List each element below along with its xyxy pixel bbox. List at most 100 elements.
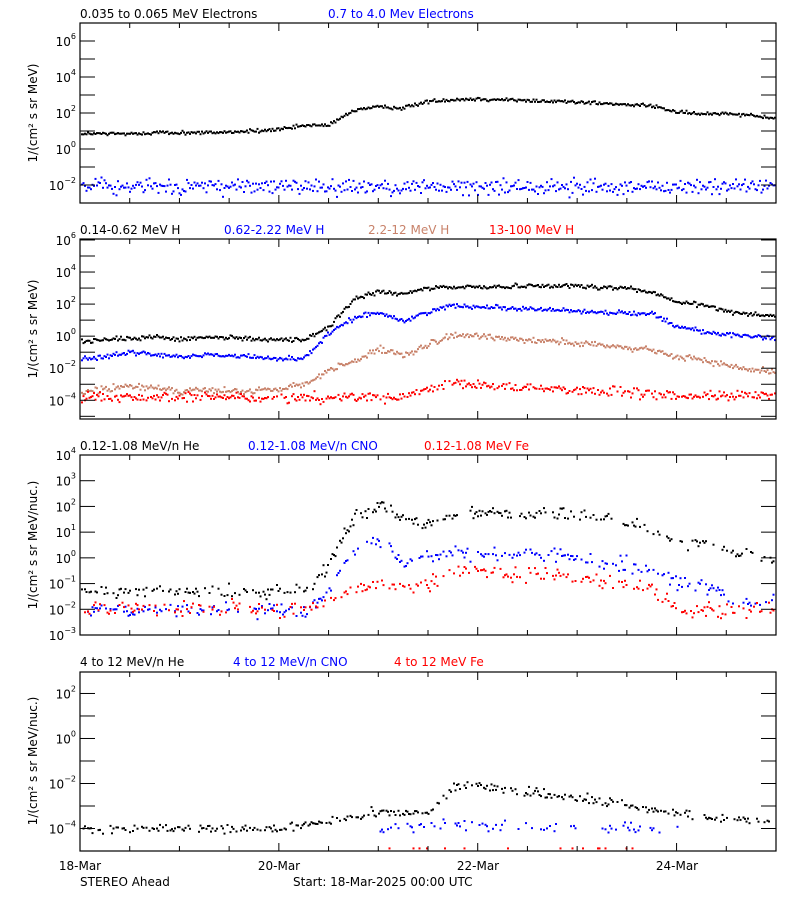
data-point [273,338,275,341]
data-point [387,315,389,318]
data-point [570,510,572,513]
data-point [720,307,722,310]
data-point [604,802,607,805]
data-point [448,380,451,383]
data-point [591,189,593,192]
data-point [166,130,169,133]
data-point [178,394,181,397]
data-point [153,182,155,185]
data-point [486,385,488,388]
data-point [606,190,608,193]
data-point [99,354,101,357]
data-point [469,306,472,309]
data-point [648,583,650,586]
data-point [723,593,725,596]
data-point [361,108,364,111]
data-point [471,335,473,338]
data-point [655,352,658,355]
data-point [135,385,137,388]
data-point [708,398,710,401]
data-point [144,189,146,192]
data-point [493,512,496,515]
data-point [537,101,539,103]
data-point [666,181,668,184]
data-point [316,606,319,609]
data-point [171,387,173,390]
data-point [168,609,170,612]
data-point [399,393,401,396]
data-point [562,185,565,188]
data-point [678,111,680,114]
data-point [163,131,166,134]
data-point [741,552,743,555]
data-point [172,190,175,193]
data-point [433,98,436,101]
data-point [553,793,556,796]
data-point [754,368,757,371]
data-point [312,397,314,400]
data-point [558,513,560,516]
data-point [127,614,130,617]
data-point [259,388,262,391]
data-point [108,357,110,360]
data-point [408,186,410,189]
data-point [309,399,311,402]
data-point [130,131,133,134]
data-point [130,338,133,341]
data-point [606,102,608,105]
data-point [192,591,194,593]
data-point [412,317,415,320]
data-point [519,515,521,518]
data-point [607,831,610,834]
data-point [534,190,536,193]
y-tick-label: 106 [56,231,76,248]
data-point [531,284,533,287]
data-point [603,285,605,288]
data-point [354,110,356,113]
data-point [496,387,499,390]
data-point [168,178,170,181]
data-point [486,184,488,187]
data-point [643,104,646,107]
data-point [171,192,173,195]
data-point [463,303,466,306]
data-point [178,354,181,357]
data-point [709,362,712,365]
data-point [376,347,379,350]
y-axis-label-panel-3: 1/(cm² s sr MeV/nuc.) [26,481,40,610]
data-point [364,191,367,194]
data-point [697,303,700,306]
data-point [529,548,532,551]
data-point [148,829,151,832]
data-point [619,183,622,186]
data-point [568,558,571,561]
data-point [601,803,604,806]
data-point [363,814,365,817]
data-point [85,339,88,342]
data-point [303,590,305,593]
data-point [667,189,670,191]
data-point [558,795,560,798]
data-point [448,286,451,288]
data-point [582,799,584,802]
data-point [285,127,287,129]
data-point [616,103,619,106]
data-point [321,821,323,824]
data-point [361,516,364,519]
data-point [519,554,521,557]
data-point [237,356,239,359]
data-point [358,182,361,185]
data-point [408,291,410,294]
data-point [94,590,97,593]
data-point [741,313,743,315]
data-point [222,355,224,358]
data-point [685,327,688,330]
data-point [454,789,457,792]
data-point [631,804,634,807]
data-point [381,579,383,582]
data-point [712,587,715,590]
data-point [465,829,467,832]
data-point [208,605,211,608]
data-point [114,612,116,614]
data-point [535,511,538,514]
